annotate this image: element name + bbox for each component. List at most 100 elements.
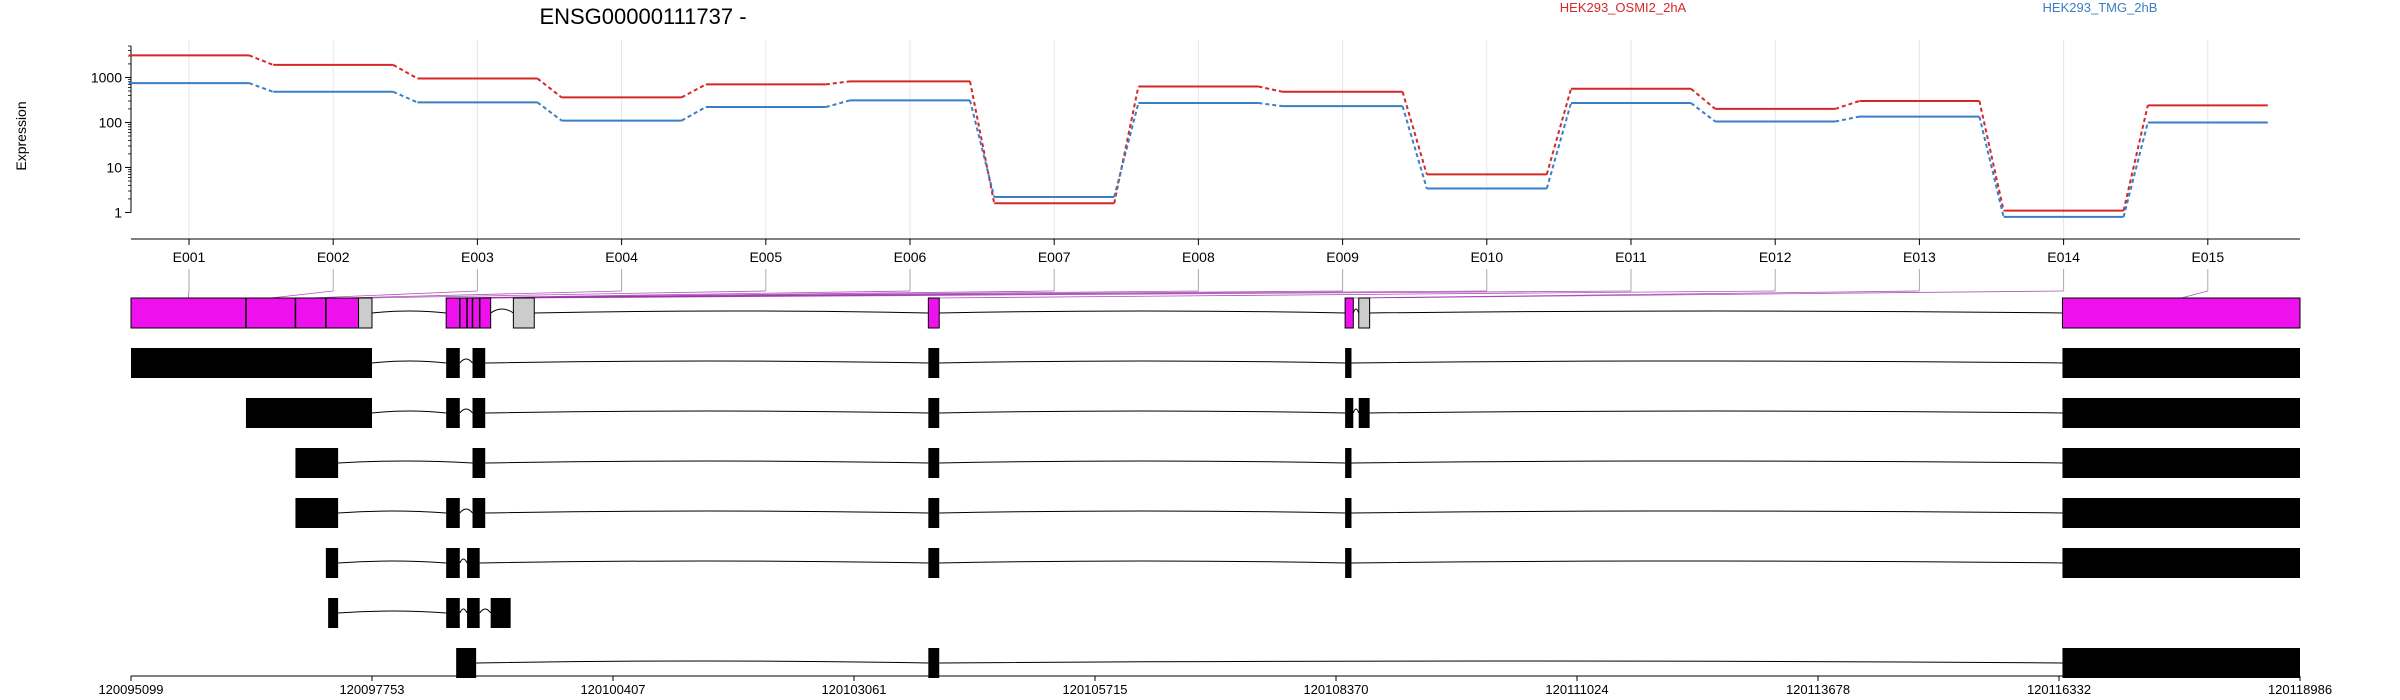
flat-exon <box>358 297 373 329</box>
transcript-intron <box>485 510 929 514</box>
transcript-exon <box>472 398 486 428</box>
x-tick-label-E014: E014 <box>2047 249 2080 265</box>
series-2-link <box>825 99 851 109</box>
transcript-row <box>328 598 511 628</box>
transcript-intron <box>459 608 468 614</box>
transcript-exon <box>928 498 940 528</box>
connector <box>523 290 1632 299</box>
flat-exon <box>927 297 940 329</box>
connector <box>310 290 478 299</box>
transcript-exon <box>1345 498 1352 528</box>
x-tick-label-E010: E010 <box>1470 249 1503 265</box>
transcript-exon <box>928 348 940 378</box>
chart-title: ENSG00000111737 - <box>539 4 746 29</box>
series-1-link <box>1401 91 1428 175</box>
flat-exon <box>130 297 360 329</box>
series-2-link <box>392 90 418 104</box>
series-2-link <box>248 82 274 93</box>
x-tick-label-E008: E008 <box>1182 249 1215 265</box>
series-1-link <box>536 77 563 99</box>
connector <box>933 290 1776 299</box>
transcript-intron <box>1369 410 2063 414</box>
x-tick-label-E013: E013 <box>1903 249 1936 265</box>
series-1-link <box>2122 105 2149 211</box>
genomic-tick-label: 120100407 <box>580 682 645 697</box>
transcript-exon <box>131 348 372 378</box>
transcript-exon <box>446 548 460 578</box>
transcript-exon <box>1358 398 1370 428</box>
transcript-intron <box>338 510 447 514</box>
genomic-tick-label: 120113678 <box>1786 682 1850 697</box>
x-tick-label-E006: E006 <box>894 249 927 265</box>
transcript-exon <box>245 398 372 428</box>
transcript-intron <box>476 660 929 664</box>
flat-intron <box>939 310 1346 314</box>
transcript-exon <box>928 448 940 478</box>
transcript-row <box>131 348 2300 378</box>
transcript-exon <box>1345 348 1352 378</box>
transcript-exon <box>928 398 940 428</box>
series-2-link <box>1978 116 2005 218</box>
transcript-exon <box>472 448 486 478</box>
transcript-intron <box>939 660 2063 664</box>
transcript-intron <box>459 408 473 414</box>
transcript-exon <box>2062 448 2300 478</box>
transcript-exon <box>928 648 940 678</box>
series-1-link <box>1690 88 1716 110</box>
x-tick-label-E001: E001 <box>173 249 206 265</box>
transcript-intron <box>939 560 1346 564</box>
genomic-tick-label: 120108370 <box>1303 682 1368 697</box>
series-1-link <box>1978 100 2005 211</box>
transcript-row <box>245 398 2300 428</box>
flat-exon <box>512 297 535 329</box>
x-tick-label-E007: E007 <box>1038 249 1071 265</box>
series-1-link <box>1258 85 1283 93</box>
series-2-link <box>1835 115 1860 123</box>
transcript-intron <box>1351 560 2063 564</box>
x-tick-label-E012: E012 <box>1759 249 1792 265</box>
flat-intron <box>534 310 929 314</box>
x-tick-label-E011: E011 <box>1615 249 1647 265</box>
transcript-row <box>295 448 2300 478</box>
flat-exon <box>445 297 492 329</box>
series-1-link <box>681 83 707 99</box>
flat-exon <box>1344 297 1354 329</box>
flat-intron <box>371 310 447 314</box>
transcript-intron <box>371 410 447 414</box>
flat-exon <box>2061 297 2301 329</box>
transcript-exon <box>446 348 460 378</box>
transcript-intron <box>1351 460 2063 464</box>
y-tick-label: 100 <box>99 114 123 130</box>
transcript-exon <box>1345 448 1352 478</box>
transcript-intron <box>939 410 1346 414</box>
series-2-link <box>1258 102 1283 108</box>
y-tick-label: 1 <box>114 204 122 220</box>
transcript-exon <box>467 548 480 578</box>
x-tick-label-E004: E004 <box>605 249 638 265</box>
series-1-link <box>392 64 418 80</box>
transcript-intron <box>939 510 1346 514</box>
transcript-intron <box>485 410 929 414</box>
genomic-tick-label: 120116332 <box>2027 682 2091 697</box>
transcript-exon <box>2062 548 2300 578</box>
connector <box>1364 290 2064 299</box>
transcript-exon <box>928 548 940 578</box>
series-1-link <box>1834 100 1860 110</box>
connector <box>270 290 334 299</box>
transcript-intron <box>338 460 473 464</box>
transcript-exon <box>490 598 511 628</box>
legend-entry-1: HEK293_OSMI2_2hA <box>1560 0 1687 15</box>
transcript-exon <box>456 648 477 678</box>
transcript-exon <box>295 498 339 528</box>
transcript-intron <box>479 560 929 564</box>
x-tick-label-E003: E003 <box>461 249 494 265</box>
y-tick-label: 1000 <box>91 69 122 85</box>
transcript-row <box>456 648 2300 678</box>
genomic-tick-label: 120095099 <box>98 682 163 697</box>
x-tick-label-E005: E005 <box>749 249 782 265</box>
x-tick-label-E009: E009 <box>1326 249 1359 265</box>
series-1-link <box>1545 88 1572 175</box>
series-2-link <box>1113 102 1140 198</box>
series-1-link <box>1113 86 1140 204</box>
